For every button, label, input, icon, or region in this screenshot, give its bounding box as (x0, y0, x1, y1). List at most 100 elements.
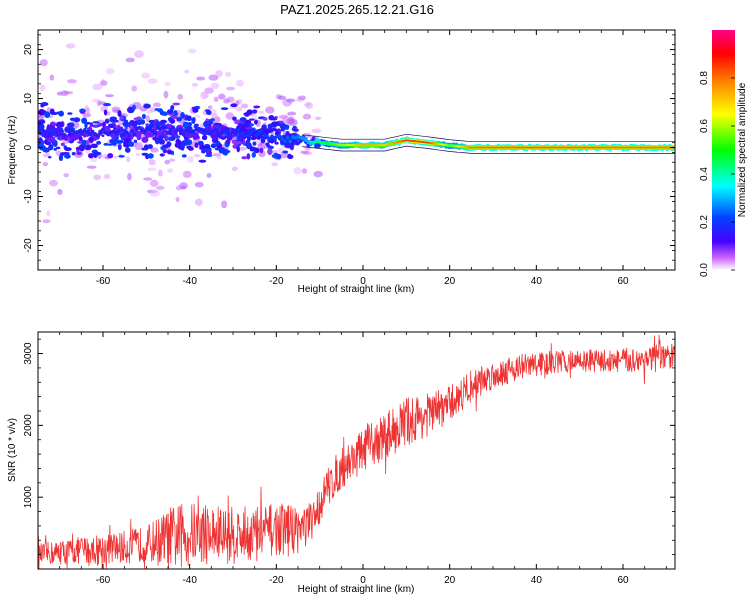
spectral-blob (134, 142, 143, 151)
spectral-blob (65, 43, 76, 49)
spectral-blob (127, 141, 135, 147)
spectral-blob (265, 106, 275, 114)
spectral-blob (166, 141, 171, 146)
spectral-blob (286, 98, 296, 103)
ridge-core (333, 143, 337, 146)
spectral-blob (42, 219, 51, 224)
ridge-core (660, 146, 664, 149)
x-tick-label: 60 (617, 276, 629, 287)
spectral-blob (201, 149, 206, 154)
spectral-blob (293, 167, 302, 175)
ridge-core (539, 146, 543, 149)
spectral-blob (313, 170, 323, 178)
spectral-blob (167, 168, 174, 174)
spectral-blob (268, 114, 275, 121)
spectral-blob (314, 116, 322, 120)
ridge-core (584, 146, 588, 149)
ridge-middle (85, 129, 90, 134)
spectral-blob (164, 159, 171, 165)
spectral-blob (252, 112, 258, 121)
ridge-core (526, 146, 530, 149)
spectral-blob (157, 108, 164, 113)
snr-y-ticks: 1000 2000 3000 (23, 338, 675, 556)
ridge-core (667, 146, 670, 149)
ridge-core (563, 146, 566, 149)
ridge-core (641, 146, 644, 149)
ridge-middle (192, 129, 196, 134)
ridge-core (658, 146, 662, 149)
ridge-middle (257, 130, 261, 135)
spectral-blob (143, 177, 153, 181)
spectral-blob (280, 128, 285, 132)
ridge-middle (233, 132, 238, 137)
ridge-middle (70, 128, 74, 133)
colorbar-label: Normalized spectral amplitude (737, 82, 748, 217)
ridge-core (578, 146, 582, 149)
spectral-blob (225, 139, 231, 145)
y-tick-label: 1000 (23, 486, 34, 509)
ridge-middle (252, 127, 256, 132)
ridge-core (608, 146, 612, 149)
spectral-blob (218, 93, 226, 100)
ridge-middle (114, 131, 118, 136)
ridge-core (309, 140, 313, 143)
snr-panel: -60 -40 -20 0 20 40 60 1000 2000 3000 Height of … (7, 331, 676, 595)
spectral-blob (53, 147, 57, 151)
spectral-blob (96, 152, 101, 156)
ridge-middle (54, 133, 58, 138)
x-tick-label: 40 (531, 276, 543, 287)
ridge-outer (212, 134, 217, 141)
spectral-blob (181, 140, 189, 146)
ridge-core (331, 143, 335, 146)
ridge-core (313, 141, 317, 144)
ridge-core (502, 146, 506, 149)
spectral-blob (141, 72, 151, 79)
spectral-blob (292, 125, 297, 130)
ridge-core (320, 141, 324, 144)
spectral-blob (154, 121, 162, 127)
ridge-middle (280, 137, 285, 142)
ridge-core (623, 146, 627, 149)
spectral-blob (103, 102, 111, 107)
snr-frame (37, 331, 676, 570)
ridge-middle (57, 133, 61, 138)
ridge-outer (137, 130, 142, 137)
spectral-blob (49, 179, 58, 187)
ridge-core (435, 142, 439, 145)
spectral-blob (124, 147, 131, 153)
x-tick-label: -20 (269, 276, 284, 287)
spectral-blob (97, 122, 103, 127)
ridge-core (528, 146, 532, 149)
ridge-outer (41, 128, 46, 135)
y-tick-label: 2000 (23, 414, 34, 437)
spectral-blob (246, 153, 251, 160)
spectral-blob (166, 109, 174, 115)
ridge-core (556, 146, 560, 149)
ridge-outer (241, 125, 246, 133)
spectral-blob (93, 125, 98, 128)
spectral-blob (127, 173, 132, 181)
spectral-blob (181, 154, 187, 158)
ridge-core (394, 141, 397, 144)
spectral-blob (194, 114, 201, 119)
ridge-outer (173, 132, 178, 139)
ridge-core (322, 142, 326, 145)
spectral-blob (107, 143, 113, 146)
spectral-blob (85, 139, 90, 145)
ridge-middle (88, 132, 92, 137)
ridge-core (493, 146, 497, 149)
ridge-middle (194, 127, 199, 132)
spectral-blob (103, 109, 108, 116)
spectral-blob (302, 113, 312, 120)
spectral-blob (208, 74, 219, 81)
spectral-blob (241, 156, 248, 160)
ridge-core (385, 143, 389, 146)
colorbar-tick-label: 0.0 (699, 263, 710, 277)
ridge-core (560, 146, 564, 149)
ridge-core (489, 146, 493, 149)
y-tick-label: -10 (23, 189, 34, 204)
ridge-core (612, 146, 616, 149)
ridge-core (550, 146, 553, 149)
ridge-core (355, 144, 358, 147)
